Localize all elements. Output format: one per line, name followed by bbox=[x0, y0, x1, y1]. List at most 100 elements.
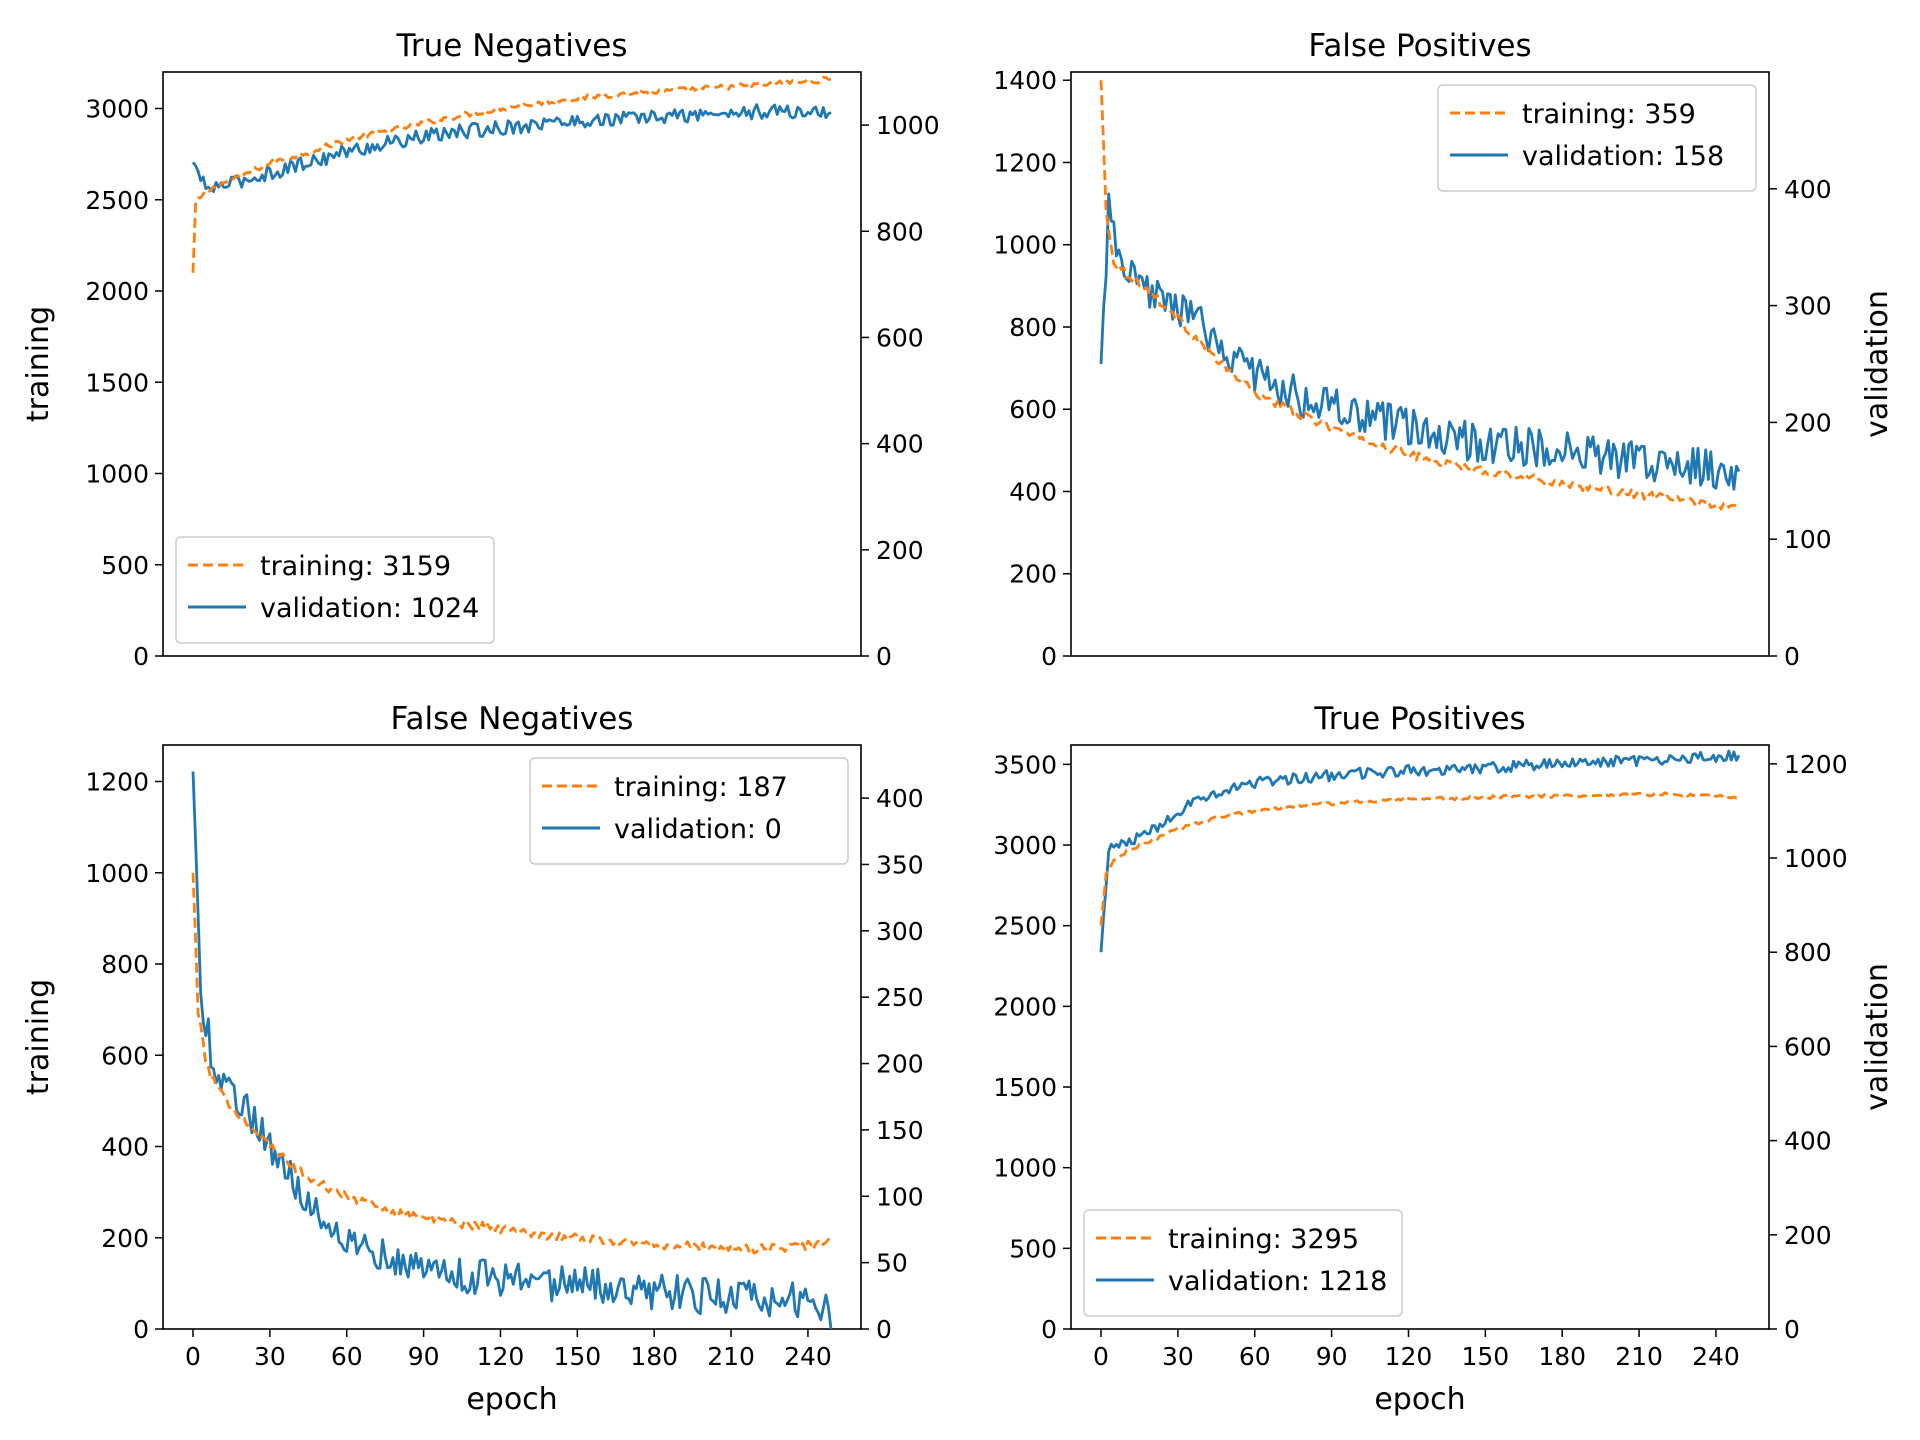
y-tick-label: 0 bbox=[133, 1315, 149, 1344]
y2-tick-label: 250 bbox=[876, 983, 924, 1012]
series-line-validation bbox=[191, 103, 832, 193]
x-tick-label: 210 bbox=[707, 1342, 755, 1371]
y-tick-label: 2000 bbox=[85, 277, 149, 306]
y2-tick-label: 800 bbox=[876, 217, 924, 246]
legend: training: 3159 validation: 1024 bbox=[175, 536, 495, 644]
chart-title: False Positives bbox=[1308, 28, 1531, 64]
chart-title: True Positives bbox=[1313, 701, 1525, 737]
y-tick-label: 3000 bbox=[85, 95, 149, 124]
y2-tick-label: 350 bbox=[876, 850, 924, 879]
y-tick-label: 0 bbox=[1041, 642, 1057, 671]
y2-tick-label: 600 bbox=[1784, 1032, 1832, 1061]
legend-entry: training: 359 bbox=[1522, 99, 1696, 130]
y2-tick-label: 300 bbox=[1784, 292, 1832, 321]
y-tick-label: 1000 bbox=[85, 859, 149, 888]
legend-entry: training: 3159 bbox=[260, 551, 451, 582]
x-tick-label: 240 bbox=[1692, 1342, 1740, 1371]
series-line-training bbox=[1099, 791, 1740, 926]
panel-3: False Negatives0200400600800100012000501… bbox=[21, 701, 924, 1417]
x-tick-label: 150 bbox=[553, 1342, 601, 1371]
axes-frame bbox=[162, 71, 862, 657]
legend-entry: validation: 158 bbox=[1522, 141, 1724, 172]
x-tick-label: 120 bbox=[1385, 1342, 1433, 1371]
y-tick-label: 2500 bbox=[993, 912, 1057, 941]
panel-4: True Positives05001000150020002500300035… bbox=[993, 701, 1895, 1417]
y2-tick-label: 0 bbox=[1784, 642, 1800, 671]
y2-tick-label: 200 bbox=[1784, 1221, 1832, 1250]
x-tick-label: 210 bbox=[1615, 1342, 1663, 1371]
y-tick-label: 1200 bbox=[993, 148, 1057, 177]
x-tick-label: 180 bbox=[1538, 1342, 1586, 1371]
y2-tick-label: 1000 bbox=[876, 111, 940, 140]
axes-frame bbox=[162, 744, 862, 1330]
x-tick-label: 0 bbox=[185, 1342, 201, 1371]
y-tick-label: 1000 bbox=[993, 231, 1057, 260]
y-tick-label: 0 bbox=[1041, 1315, 1057, 1344]
y-tick-label: 1400 bbox=[993, 66, 1057, 95]
x-tick-label: 60 bbox=[331, 1342, 363, 1371]
y-tick-label: 3000 bbox=[993, 831, 1057, 860]
series-line-validation bbox=[1099, 749, 1741, 953]
y-tick-label: 2000 bbox=[993, 992, 1057, 1021]
panel-2: False Positives0200400600800100012001400… bbox=[993, 28, 1895, 671]
y2-tick-label: 200 bbox=[1784, 408, 1832, 437]
series-line-training bbox=[191, 76, 832, 273]
panel-1: True Negatives 0 500 1000 1500 2000 2500 3000 0 2… bbox=[21, 28, 940, 671]
y-tick-label: 1200 bbox=[85, 768, 149, 797]
y-tick-label: 200 bbox=[1009, 560, 1057, 589]
y-tick-label: 600 bbox=[101, 1041, 149, 1070]
y2-tick-label: 50 bbox=[876, 1249, 908, 1278]
y-tick-label: 500 bbox=[101, 551, 149, 580]
y2-tick-label: 400 bbox=[1784, 1127, 1832, 1156]
legend-box bbox=[529, 757, 849, 865]
y-tick-label: 400 bbox=[1009, 477, 1057, 506]
y-axis-label: training bbox=[21, 306, 56, 422]
y2-tick-label: 100 bbox=[1784, 525, 1832, 554]
x-axis-label: epoch bbox=[466, 1382, 557, 1417]
y2-tick-label: 800 bbox=[1784, 938, 1832, 967]
legend-entry: training: 187 bbox=[614, 772, 788, 803]
legend-entry: validation: 1024 bbox=[260, 593, 479, 624]
y-axis-label: training bbox=[21, 979, 56, 1095]
y-tick-label: 2500 bbox=[85, 186, 149, 215]
legend-box bbox=[1083, 1209, 1403, 1317]
y2-tick-label: 600 bbox=[876, 323, 924, 352]
y2-tick-label: 0 bbox=[876, 642, 892, 671]
series-line-validation bbox=[191, 771, 833, 1329]
y2-tick-label: 200 bbox=[876, 536, 924, 565]
y2-tick-label: 0 bbox=[876, 1315, 892, 1344]
y-tick-label: 1000 bbox=[993, 1154, 1057, 1183]
y2-tick-label: 400 bbox=[1784, 175, 1832, 204]
x-tick-label: 120 bbox=[477, 1342, 525, 1371]
y2-tick-label: 1200 bbox=[1784, 750, 1848, 779]
x-tick-label: 180 bbox=[630, 1342, 678, 1371]
chart-title: True Negatives bbox=[396, 28, 628, 64]
series-line-validation bbox=[1099, 192, 1741, 491]
y2-tick-label: 100 bbox=[876, 1182, 924, 1211]
legend-box bbox=[1437, 84, 1757, 192]
legend-entry: validation: 0 bbox=[614, 814, 782, 845]
y-tick-label: 400 bbox=[101, 1133, 149, 1162]
legend: training: 359 validation: 158 bbox=[1437, 84, 1757, 192]
chart-title: False Negatives bbox=[391, 701, 634, 737]
axes-frame bbox=[1070, 744, 1770, 1330]
y2-axis-label: validation bbox=[1860, 963, 1895, 1111]
x-tick-label: 30 bbox=[254, 1342, 286, 1371]
series-line-training bbox=[191, 872, 833, 1255]
y2-tick-label: 300 bbox=[876, 917, 924, 946]
x-tick-label: 0 bbox=[1093, 1342, 1109, 1371]
legend-entry: training: 3295 bbox=[1168, 1224, 1359, 1255]
y-tick-label: 200 bbox=[101, 1224, 149, 1253]
x-axis-label: epoch bbox=[1374, 1382, 1465, 1417]
y-tick-label: 1500 bbox=[993, 1073, 1057, 1102]
x-tick-label: 240 bbox=[784, 1342, 832, 1371]
y2-tick-label: 200 bbox=[876, 1050, 924, 1079]
y2-tick-label: 400 bbox=[876, 784, 924, 813]
legend: training: 3295 validation: 1218 bbox=[1083, 1209, 1403, 1317]
y-tick-label: 800 bbox=[101, 950, 149, 979]
y-tick-label: 600 bbox=[1009, 395, 1057, 424]
y-tick-label: 0 bbox=[133, 642, 149, 671]
y-tick-label: 1500 bbox=[85, 368, 149, 397]
y-tick-label: 3500 bbox=[993, 750, 1057, 779]
